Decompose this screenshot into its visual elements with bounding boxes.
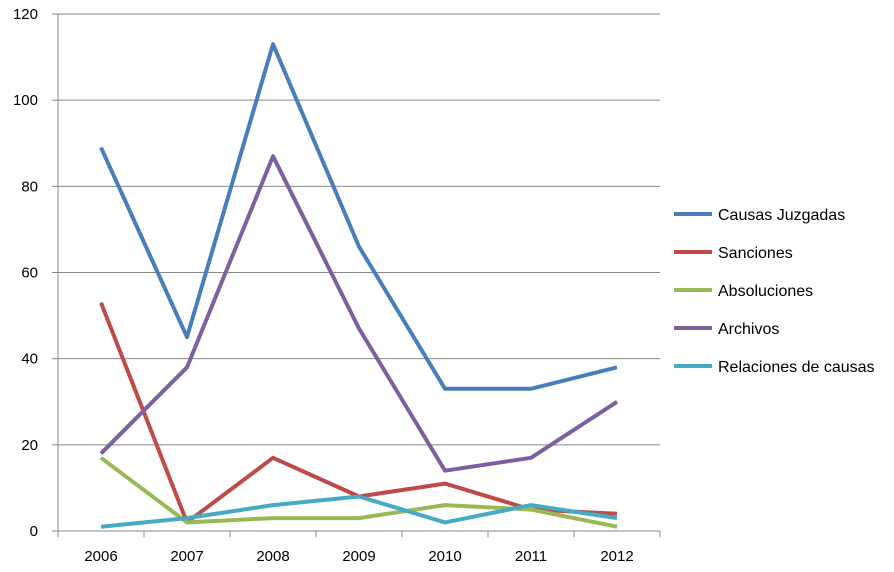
series-line-archivos [99,154,619,473]
x-tick-label: 2011 [515,548,547,565]
legend-label-relaciones-de-causas: Relaciones de causas [718,359,875,376]
legend-label-absoluciones: Absoluciones [718,283,813,300]
series-line-sanciones [99,301,618,525]
series-lines [99,42,619,529]
y-tick-label: 80 [21,178,38,195]
y-tick-label: 0 [30,523,38,540]
axes [52,13,661,537]
x-tick-label: 2008 [256,548,289,565]
x-axis-ticks: 2006 2007 2008 2009 2010 2011 2012 [84,548,633,565]
legend-label-sanciones: Sanciones [718,245,793,262]
series-line-causas-juzgadas [99,42,618,391]
series-line-relaciones-de-causas [100,494,618,529]
y-tick-label: 100 [13,92,38,109]
legend-label-causas-juzgadas: Causas Juzgadas [718,207,845,224]
legend-label-archivos: Archivos [718,321,779,338]
y-tick-label: 60 [21,265,38,282]
x-tick-label: 2012 [600,548,633,565]
x-tick-label: 2006 [84,548,117,565]
y-tick-label: 120 [13,6,38,23]
y-tick-label: 20 [21,437,38,454]
x-tick-label: 2007 [170,548,203,565]
series-line-absoluciones [99,456,618,529]
x-tick-label: 2009 [342,548,375,565]
x-tick-label: 2010 [428,548,461,565]
y-tick-label: 40 [21,351,38,368]
y-axis-ticks: 0 20 40 60 80 100 120 [13,6,38,540]
legend: Causas Juzgadas Sanciones Absoluciones Arch… [674,207,875,376]
